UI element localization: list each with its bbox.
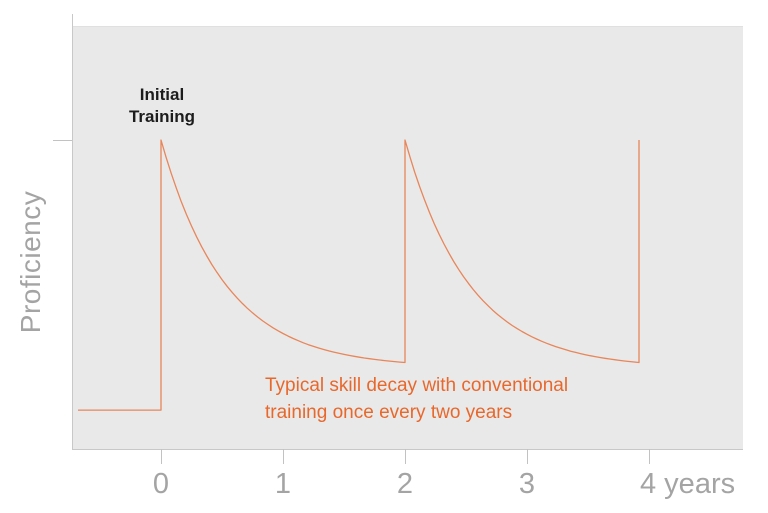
- y-axis-label: Proficiency: [15, 190, 46, 334]
- decay-note-annotation: Typical skill decay with conventional tr…: [265, 375, 569, 423]
- x-tick-label-1: 1: [274, 468, 292, 500]
- x-tick-label-4-years: 4 years: [640, 468, 736, 500]
- x-tick-label-3: 3: [518, 468, 536, 500]
- x-tick-label-2: 2: [396, 468, 414, 500]
- x-tick-label-0: 0: [152, 468, 170, 500]
- initial-training-annotation: Initial Training: [128, 85, 196, 126]
